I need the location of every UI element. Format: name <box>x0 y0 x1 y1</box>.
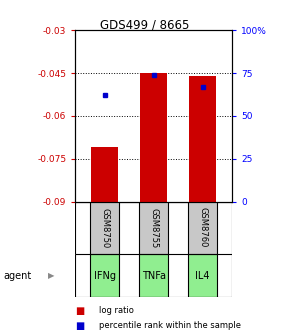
Text: GSM8760: GSM8760 <box>198 207 207 248</box>
Bar <box>139 254 168 297</box>
Bar <box>90 254 119 297</box>
Text: GDS499 / 8665: GDS499 / 8665 <box>100 18 190 32</box>
Text: ■: ■ <box>75 321 85 331</box>
Text: percentile rank within the sample: percentile rank within the sample <box>99 322 241 330</box>
Bar <box>189 76 216 202</box>
Text: ▶: ▶ <box>48 271 54 280</box>
Bar <box>188 202 217 254</box>
Text: IFNg: IFNg <box>94 270 116 281</box>
Text: GSM8750: GSM8750 <box>100 208 109 248</box>
Bar <box>91 148 118 202</box>
Text: IL4: IL4 <box>195 270 210 281</box>
Text: GSM8755: GSM8755 <box>149 208 158 248</box>
Bar <box>90 202 119 254</box>
Bar <box>139 202 168 254</box>
Text: ■: ■ <box>75 306 85 316</box>
Bar <box>140 73 167 202</box>
Text: log ratio: log ratio <box>99 306 133 315</box>
Text: TNFa: TNFa <box>142 270 166 281</box>
Text: agent: agent <box>3 270 31 281</box>
Bar <box>188 254 217 297</box>
